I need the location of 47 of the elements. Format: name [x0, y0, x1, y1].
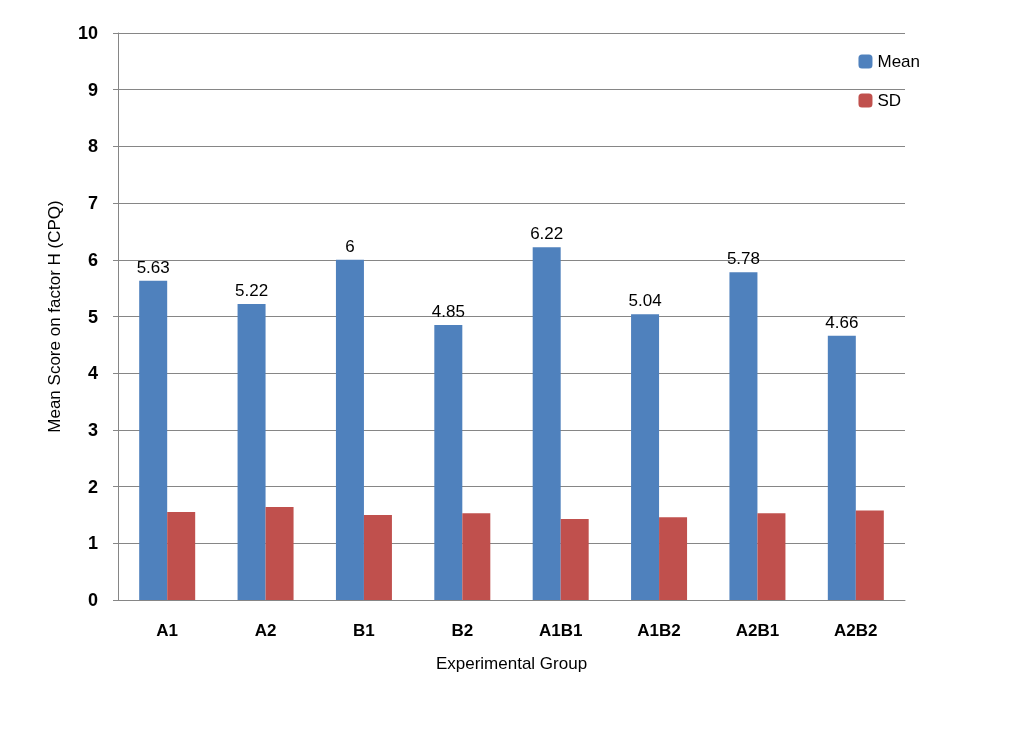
x-tick-label: A1: [156, 621, 179, 640]
y-tick-label: 10: [77, 23, 98, 43]
data-label: 6.22: [530, 224, 564, 244]
bar: [729, 272, 758, 600]
bar: [827, 335, 856, 600]
y-tick-label: 5: [87, 306, 98, 327]
bar: [659, 517, 688, 600]
y-tick-label: 8: [87, 136, 98, 157]
bar: [237, 304, 266, 600]
x-tick-label: B1: [353, 621, 375, 640]
x-tick-label: A1B1: [538, 621, 583, 640]
data-label: 5.78: [726, 249, 760, 269]
bar: [757, 513, 786, 600]
bar: [167, 512, 196, 600]
data-label: 5.63: [136, 257, 170, 277]
y-tick-label: 6: [87, 249, 98, 270]
x-axis-title: Experimental Group: [435, 654, 588, 673]
y-tick-label: 4: [87, 363, 98, 384]
x-tick-label: A1B2: [637, 621, 681, 640]
bar: [462, 513, 491, 600]
y-tick-label: 9: [87, 79, 98, 100]
legend-label: Mean: [877, 52, 921, 71]
x-tick-label: B2: [451, 621, 474, 640]
data-label: 5.04: [628, 291, 662, 311]
bar: [335, 259, 364, 600]
y-tick-label: 2: [87, 476, 98, 497]
bar: [855, 510, 884, 600]
data-label: 4.66: [825, 312, 859, 332]
data-label: 5.22: [235, 281, 269, 301]
x-tick-label: A2B1: [735, 621, 780, 640]
bar: [631, 314, 660, 600]
y-axis-title: Mean Score on factor H (CPQ): [45, 200, 64, 433]
y-tick-label: 7: [87, 193, 98, 214]
y-tick-label: 3: [87, 419, 98, 440]
x-tick-label: A2B2: [834, 621, 878, 640]
bar: [532, 247, 561, 600]
data-label: 6: [345, 236, 355, 256]
y-tick-label: 0: [87, 590, 98, 610]
x-tick-label: A2: [254, 621, 277, 640]
y-tick-label: 1: [87, 533, 98, 554]
bar: [434, 325, 463, 600]
bar: [363, 514, 392, 600]
legend-label: SD: [877, 91, 902, 110]
bar: [560, 518, 589, 600]
bar: [139, 280, 168, 600]
bar: [265, 507, 294, 600]
data-label: 4.85: [431, 302, 465, 322]
